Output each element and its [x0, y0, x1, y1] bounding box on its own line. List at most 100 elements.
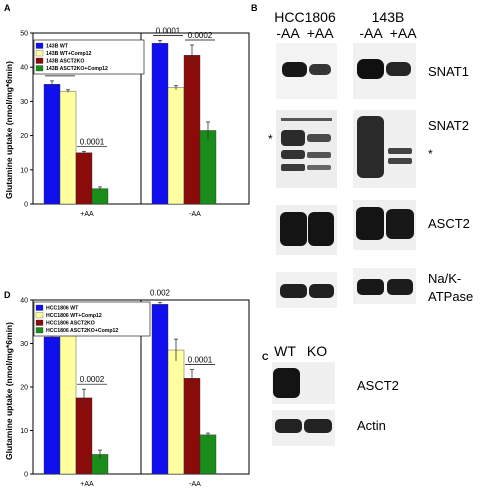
- chart-a-ylabel: Glutamine uptake (nmol/mg*6min): [4, 61, 14, 199]
- chart-a-legend-box: [33, 39, 145, 75]
- blot-b-snat2-hcc-band-4: [281, 150, 305, 159]
- blot-b-asct2-143b-band-2: [386, 209, 414, 239]
- chart-d-legend-swatch: [35, 319, 44, 326]
- chart-d-legend-swatch: [35, 312, 44, 319]
- chart-d-legend-swatch: [35, 304, 44, 311]
- chart-d-ytick-label: 0: [24, 472, 28, 479]
- chart-a-legend-swatch: [35, 57, 44, 64]
- chart-a-legend-label: 143B WT+Comp12: [46, 51, 92, 57]
- chart-d-ylabel: Glutamine uptake (nmol/mg*6min): [4, 322, 14, 460]
- chart-a-ytick-label: 50: [20, 31, 28, 38]
- blot-c-label-asct2: ASCT2: [357, 378, 399, 393]
- chart-d-bar: [199, 434, 217, 475]
- chart-d-legend-swatch: [35, 327, 44, 334]
- chart-a-ytick-label: 30: [20, 99, 28, 106]
- blot-b-snat2-hcc-band-7: [307, 165, 331, 170]
- blot-c-header-ko: KO: [307, 343, 327, 359]
- chart-a-bar: [151, 43, 169, 205]
- blot-b-snat1-hcc-band-2: [309, 64, 331, 75]
- chart-a-axis: 0 10 20 30 40 50 +AA -AA: [20, 31, 250, 218]
- chart-d-axis: 0 10 20 30 40 +AA -AA: [20, 298, 250, 488]
- chart-a-bar: [199, 130, 217, 205]
- blot-c-label-actin: Actin: [357, 418, 386, 433]
- panel-letter-b: B: [251, 3, 258, 13]
- chart-d-bars: [43, 302, 217, 475]
- chart-d-sig-label: 0.0002: [80, 375, 105, 384]
- blot-b-asct2-hcc-band-1: [280, 212, 307, 246]
- blot-b-snat2-hcc-band-5: [307, 152, 331, 158]
- chart-d-legend-label: HCC1806 ASCT2KO: [46, 321, 95, 327]
- blot-b-snat2-hcc-panel: [276, 110, 337, 188]
- panel-letter-c: C: [262, 352, 269, 362]
- blot-b-label-nak-line1: Na/K-: [428, 271, 461, 286]
- blot-b-snat2-143b-band-2: [388, 148, 412, 154]
- chart-a-sig-label: 0.0002: [188, 31, 213, 40]
- blot-b-snat1-hcc-band-1: [282, 62, 307, 77]
- blot-b-asct2-hcc-band-2: [308, 212, 334, 246]
- blot-b-cell-hcc1806: HCC1806: [274, 9, 336, 25]
- blot-b-snat1-143b-band-1: [357, 59, 384, 79]
- blot-b-nak-143b-band-1: [357, 279, 384, 295]
- blot-b-nak-hcc-band-2: [309, 284, 334, 298]
- chart-a-legend-swatch: [35, 65, 44, 72]
- chart-a-bar: [59, 90, 77, 205]
- panel-letter-d: D: [4, 290, 11, 300]
- chart-d-group-label: -AA: [189, 481, 201, 488]
- chart-a-sig-label: 0.0001: [156, 27, 181, 36]
- blot-b-snat2-hcc-band-2: [281, 130, 305, 146]
- blot-c-actin-band-ko: [304, 419, 332, 433]
- blot-b-conds-hcc1806: -AA +AA: [276, 25, 334, 41]
- chart-a-ytick-label: 10: [20, 167, 28, 174]
- chart-a-legend-label: 143B ASCT2KO+Comp12: [46, 66, 108, 72]
- chart-d-bar: [59, 332, 77, 475]
- blot-c-asct2-band-wt: [273, 368, 300, 398]
- chart-d-bar: [151, 304, 169, 475]
- blot-b-cell-143b: 143B: [372, 9, 405, 25]
- blot-b-snat2-asterisk-right: *: [428, 147, 433, 161]
- chart-a-legend-label: 143B ASCT2KO: [46, 59, 84, 65]
- chart-d-ytick-label: 10: [20, 428, 28, 435]
- chart-d-legend-label: HCC1806 WT+Comp12: [46, 313, 102, 319]
- blot-b-snat2-143b-band-3: [388, 158, 412, 164]
- blot-b-label-snat2: SNAT2: [428, 118, 469, 133]
- chart-a-ytick-label: 40: [20, 65, 28, 72]
- chart-d-sig-label: 0.002: [150, 289, 171, 298]
- chart-a-group-label: -AA: [189, 211, 201, 218]
- blot-b-snat2-143b-band-1: [357, 116, 384, 178]
- western-blot-c: WT KO ASCT2 Actin: [272, 343, 399, 446]
- chart-d-bar: [167, 349, 185, 475]
- chart-a-bars: [43, 40, 217, 205]
- chart-a-bar: [167, 87, 185, 205]
- blot-b-asct2-143b-band-1: [356, 207, 384, 240]
- chart-a-bar: [75, 152, 93, 205]
- blot-b-snat2-hcc-band-3: [307, 134, 331, 142]
- chart-a-legend-swatch: [35, 42, 44, 49]
- panel-letter-a: A: [4, 3, 11, 13]
- blot-c-actin-band-wt: [275, 419, 302, 433]
- chart-d-legend-label: HCC1806 ASCT2KO+Comp12: [46, 328, 118, 334]
- blot-b-label-nak-line2: ATPase: [428, 289, 473, 304]
- blot-b-snat2-hcc-band-1: [281, 118, 332, 121]
- blot-b-snat2-hcc-band-6: [281, 164, 305, 171]
- chart-a-bar: [183, 55, 201, 205]
- blot-c-header-wt: WT: [274, 343, 296, 359]
- chart-a-bar: [43, 84, 61, 205]
- chart-d-bar: [75, 397, 93, 475]
- chart-a-sig-label: 0.0001: [80, 137, 105, 146]
- blot-b-conds-143b: -AA +AA: [359, 25, 417, 41]
- chart-a-legend-label: 143B WT: [46, 44, 69, 50]
- blot-b-nak-143b-band-2: [387, 279, 413, 295]
- chart-d: Glutamine uptake (nmol/mg*6min) 0 10 20 30 4…: [4, 289, 250, 488]
- chart-a-bar: [91, 188, 109, 205]
- blot-b-label-snat1: SNAT1: [428, 64, 469, 79]
- chart-d-ytick-label: 30: [20, 341, 28, 348]
- chart-a: Glutamine uptake (nmol/mg*6min) 0 10 20 30 4…: [4, 27, 250, 218]
- chart-d-sig-label: 0.0001: [188, 356, 213, 365]
- chart-a-group-label: +AA: [80, 211, 94, 218]
- chart-a-ytick-label: 0: [24, 202, 28, 209]
- chart-d-legend-label: HCC1806 WT: [46, 306, 79, 312]
- chart-d-bar: [183, 378, 201, 475]
